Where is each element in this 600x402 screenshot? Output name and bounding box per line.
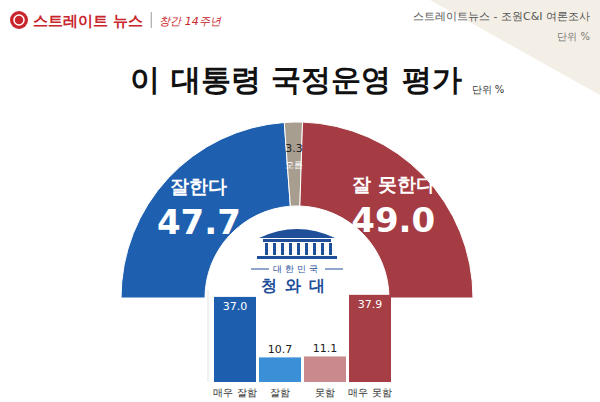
bar-value: 37.0 (223, 300, 248, 313)
bar (304, 356, 346, 382)
bar (349, 295, 391, 382)
bar (214, 297, 256, 382)
slice-value: 49.0 (351, 200, 435, 240)
emblem-roof (259, 229, 335, 238)
bar-labels: 37.0 매우 잘함 10.7 잘함 11.1 못함 37.9 매우 못함 (213, 298, 391, 398)
slice-value: 3.3 (285, 142, 303, 155)
slice-name: 모름 (285, 160, 303, 170)
emblem-column (305, 243, 308, 255)
slice-name: 잘한다 (170, 175, 227, 197)
emblem-column (289, 243, 292, 255)
bar-value: 10.7 (268, 343, 293, 356)
background (0, 0, 600, 402)
donut-slice (300, 122, 473, 298)
half-donut (121, 122, 473, 298)
source: 스트레이트뉴스 - 조원C&I 여론조사 (413, 10, 590, 23)
emblem-name: 청와대 (261, 276, 333, 295)
unit-title: 단위 % (472, 84, 505, 95)
bar-category: 매우 잘함 (213, 387, 256, 398)
emblem-rule (325, 269, 343, 270)
header-separator (151, 12, 152, 28)
emblem-country: 대한민국 (273, 264, 321, 274)
title: 이 대통령 국정운영 평가 (130, 62, 461, 97)
emblem-column (265, 243, 268, 255)
chart-root: 스트레이트 뉴스 창간 14주년 스트레이트뉴스 - 조원C&I 여론조사단위 % 이… (0, 0, 600, 402)
donut-labels: 잘한다 47.7 3.3 모름잘 못한다 49.0 (157, 142, 435, 242)
emblem-column (273, 243, 276, 255)
emblem-column (329, 243, 332, 255)
emblem-rule (251, 269, 269, 270)
bar-category: 매우 못함 (348, 387, 391, 398)
bar (259, 357, 301, 382)
emblem-column (321, 243, 324, 255)
unit-top: 단위 % (557, 31, 590, 42)
emblem-column (313, 243, 316, 255)
bar-category: 못함 (315, 387, 335, 398)
logo-text: 스트레이트 뉴스 (33, 12, 143, 30)
slice-name: 잘 못한다 (352, 173, 435, 195)
anniversary: 창간 14주년 (159, 15, 221, 28)
y-axis (208, 290, 209, 382)
donut-slice (121, 122, 290, 298)
slice-value: 47.7 (157, 202, 241, 242)
emblem-base (257, 256, 337, 259)
logo-mark-ring (14, 15, 24, 25)
emblem-column (281, 243, 284, 255)
logo-mark (10, 11, 28, 29)
emblem: 대한민국청와대 (251, 229, 343, 295)
bar-value: 11.1 (313, 342, 338, 355)
bars (214, 295, 391, 382)
emblem-column (297, 243, 300, 255)
bar-value: 37.9 (358, 298, 383, 311)
chart-svg: 스트레이트 뉴스 창간 14주년 스트레이트뉴스 - 조원C&I 여론조사단위 % 이… (0, 0, 600, 402)
emblem-beam (263, 239, 331, 242)
bar-category: 잘함 (270, 387, 290, 398)
